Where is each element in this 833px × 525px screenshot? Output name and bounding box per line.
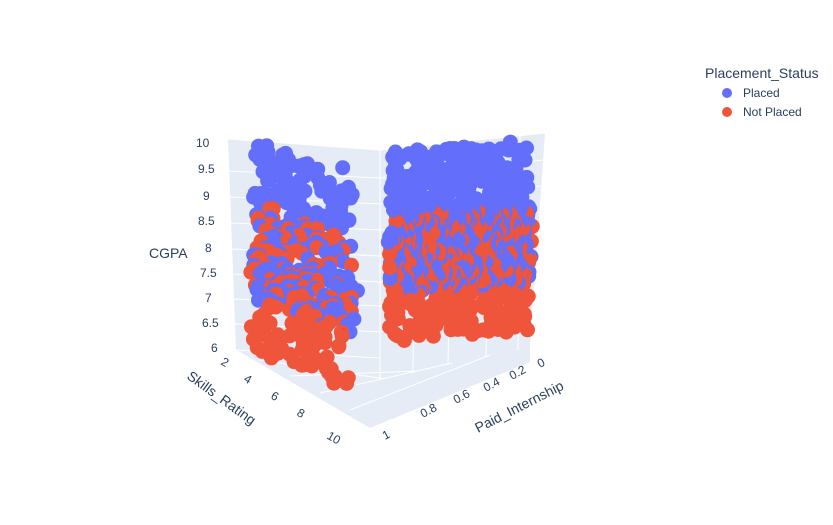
x-tick-1: 1 (380, 427, 393, 443)
legend-label-not-placed: Not Placed (743, 105, 802, 119)
z-tick-10: 10 (196, 136, 210, 150)
data-point-118 (503, 302, 519, 318)
z-tick-8: 8 (205, 241, 212, 255)
data-point-1092 (344, 257, 359, 273)
legend-marker-not-placed (722, 107, 732, 117)
data-point-886 (383, 181, 399, 196)
legend-item-placed[interactable]: Placed (722, 86, 780, 100)
y-tick-8: 8 (295, 405, 308, 421)
y-tick-6: 6 (269, 388, 282, 404)
data-point-897 (382, 319, 398, 335)
data-point-877 (385, 149, 401, 165)
y-tick-4: 4 (242, 371, 255, 387)
data-point-899 (380, 234, 396, 250)
data-point-989 (314, 208, 330, 224)
legend: Placement_Status Placed Not Placed (705, 65, 819, 119)
data-point-767 (402, 318, 418, 334)
data-point-1069 (318, 244, 334, 260)
data-point-1211 (251, 292, 266, 308)
data-point-896 (382, 246, 398, 262)
z-tick-7.5: 7.5 (200, 266, 217, 280)
data-point-876 (385, 163, 401, 179)
data-point-1318 (326, 375, 342, 391)
legend-title: Placement_Status (705, 65, 819, 81)
data-point-888 (383, 194, 399, 210)
data-point-1319 (339, 375, 355, 391)
z-tick-6: 6 (211, 341, 218, 355)
z-tick-7: 7 (205, 291, 212, 305)
data-point-1310 (304, 358, 320, 374)
y-tick-2: 2 (219, 354, 232, 370)
grid-line-floor-3 (349, 354, 491, 411)
data-point-1303 (263, 350, 279, 366)
data-point-894 (382, 259, 398, 275)
legend-marker-placed (722, 88, 732, 98)
data-point-1302 (319, 349, 335, 365)
x-axis-ticks: 00.20.40.60.81 (380, 355, 548, 443)
data-point-895 (382, 299, 398, 315)
data-point-918 (335, 160, 351, 176)
data-point-933 (260, 173, 276, 189)
z-tick-9.5: 9.5 (198, 162, 215, 176)
data-point-1291 (331, 339, 347, 355)
z-tick-9: 9 (203, 189, 210, 203)
data-points (243, 134, 540, 391)
z-tick-6.5: 6.5 (202, 316, 219, 330)
z-axis-title: CGPA (149, 245, 188, 261)
z-tick-8.5: 8.5 (198, 214, 215, 228)
legend-item-not-placed[interactable]: Not Placed (722, 105, 802, 119)
data-point-1278 (282, 328, 297, 344)
y-tick-10: 10 (325, 428, 344, 447)
legend-label-placed: Placed (743, 86, 780, 100)
z-axis-ticks: 6 6.5 7 7.5 8 8.5 9 9.5 10 (196, 136, 219, 355)
data-point-893 (382, 270, 398, 286)
x-tick-0: 0 (535, 355, 548, 371)
